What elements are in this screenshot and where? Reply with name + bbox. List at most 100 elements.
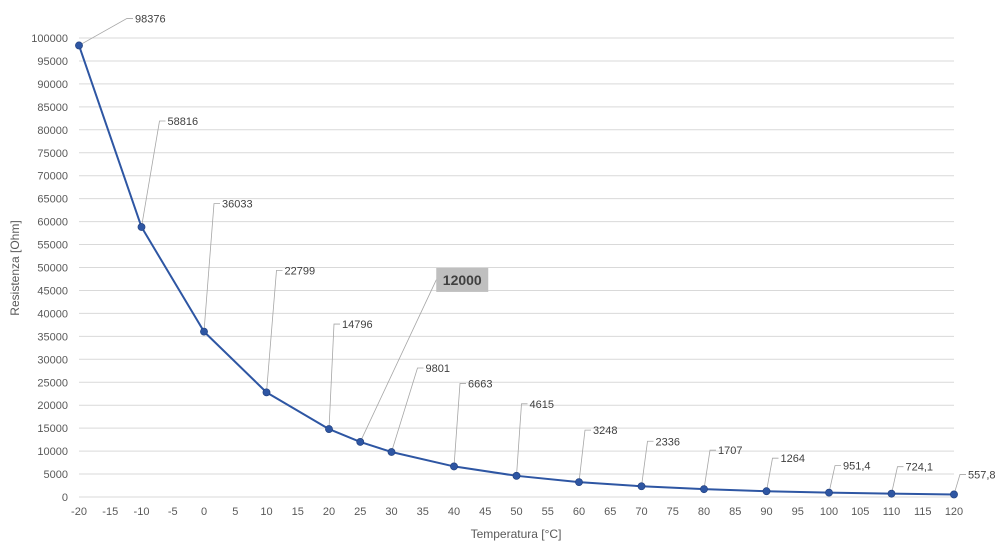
y-tick-label: 25000: [37, 377, 68, 389]
y-tick-label: 100000: [31, 33, 68, 45]
highlight-label-background: [436, 267, 489, 292]
x-tick-label: -20: [71, 506, 87, 518]
y-tick-label: 80000: [37, 125, 68, 137]
leader-lines: [78, 18, 966, 495]
leader-line: [391, 367, 424, 453]
data-point: [75, 41, 83, 50]
x-tick-label: 45: [479, 506, 491, 518]
y-tick-label: 45000: [37, 285, 68, 297]
x-tick-label: 50: [510, 506, 522, 518]
y-tick-label: 35000: [37, 331, 68, 343]
x-tick-label: -5: [168, 506, 178, 518]
data-label: 58816: [168, 116, 199, 128]
data-label: 98376: [135, 13, 166, 25]
data-label: 1264: [781, 453, 805, 465]
gridlines: [79, 37, 954, 498]
data-label: 1707: [718, 445, 742, 457]
data-label: 724,1: [906, 462, 934, 474]
x-tick-label: 100: [820, 506, 838, 518]
leader-line: [359, 279, 443, 443]
data-point: [887, 489, 896, 498]
y-tick-label: 30000: [37, 354, 68, 366]
data-point: [325, 425, 333, 433]
x-tick-label: 35: [417, 506, 429, 518]
y-tick-label: 65000: [37, 194, 68, 206]
data-point: [450, 462, 458, 471]
data-label: 2336: [656, 436, 680, 448]
leader-line: [891, 466, 904, 494]
y-tick-label: 50000: [37, 263, 68, 275]
data-label: 6663: [468, 378, 492, 390]
leader-line: [516, 403, 528, 476]
data-point: [137, 223, 146, 231]
x-tick-label: 25: [354, 506, 366, 518]
leader-line: [828, 465, 841, 493]
data-point: [387, 448, 396, 456]
y-tick-label: 95000: [37, 56, 68, 68]
x-tick-label: 20: [323, 506, 335, 518]
leader-line: [328, 323, 340, 430]
data-label: 3248: [593, 425, 617, 437]
x-tick-label: 60: [573, 506, 585, 518]
data-label: 36033: [222, 199, 253, 211]
x-tick-label: 110: [883, 506, 901, 518]
y-tick-label: 90000: [37, 79, 68, 91]
data-series: [75, 41, 958, 499]
x-tick-label: 0: [201, 506, 207, 518]
y-tick-label: 10000: [37, 446, 68, 458]
data-label: 557,8: [968, 469, 995, 481]
x-tick-label: 65: [604, 506, 616, 518]
x-tick-label: 80: [698, 506, 710, 518]
y-tick-label: 0: [62, 492, 68, 504]
y-tick-label: 75000: [37, 148, 68, 160]
data-labels: 98376 58816 36033 22799 14796 12000 9801 6663 46…: [135, 13, 995, 481]
y-tick-label: 85000: [37, 102, 68, 114]
leader-line: [78, 18, 133, 46]
data-point: [262, 388, 271, 397]
data-point: [512, 471, 521, 480]
series-line: [78, 45, 955, 496]
leader-line: [766, 457, 779, 492]
x-tick-label: 120: [945, 506, 963, 518]
leader-line: [641, 440, 654, 487]
leader-line: [266, 269, 283, 393]
data-label: 9801: [426, 363, 450, 375]
y-tick-label: 20000: [37, 400, 68, 412]
x-tick-label: 70: [635, 506, 647, 518]
leader-line: [453, 383, 466, 467]
leader-line: [578, 429, 591, 483]
leader-line: [141, 120, 166, 228]
y-tick-label: 15000: [37, 423, 68, 435]
leader-line: [953, 474, 966, 495]
x-tick-label: 115: [914, 506, 932, 518]
leader-line: [703, 449, 716, 490]
x-axis-title: Temperatura [°C]: [471, 527, 562, 541]
x-axis-ticks: -20 -15 -10 -5 0 5 10 15 20 25 30 35 40 45 50 55 60 65 70 7…: [71, 506, 963, 518]
x-tick-label: -10: [134, 506, 150, 518]
data-point: [200, 327, 208, 336]
data-label: 4615: [530, 399, 554, 411]
y-tick-label: 70000: [37, 171, 68, 183]
y-tick-label: 55000: [37, 240, 68, 252]
x-tick-label: 95: [792, 506, 804, 518]
data-label: 14796: [342, 319, 373, 331]
data-point: [825, 488, 833, 497]
y-tick-label: 60000: [37, 217, 68, 229]
data-point: [762, 487, 771, 496]
data-label: 951,4: [843, 461, 871, 473]
data-point: [700, 485, 708, 494]
leader-line: [203, 203, 220, 332]
x-tick-label: -15: [102, 506, 118, 518]
x-tick-label: 75: [667, 506, 679, 518]
x-tick-label: 105: [851, 506, 869, 518]
x-tick-label: 90: [760, 506, 772, 518]
data-point: [575, 478, 583, 486]
y-tick-label: 5000: [44, 469, 68, 481]
x-tick-label: 30: [385, 506, 397, 518]
x-tick-label: 85: [729, 506, 741, 518]
x-tick-label: 10: [260, 506, 272, 518]
x-tick-label: 5: [232, 506, 238, 518]
y-axis-ticks: 0 5000 10000 15000 20000 25000 30000 35000 40000…: [31, 33, 68, 504]
x-tick-label: 15: [292, 506, 304, 518]
